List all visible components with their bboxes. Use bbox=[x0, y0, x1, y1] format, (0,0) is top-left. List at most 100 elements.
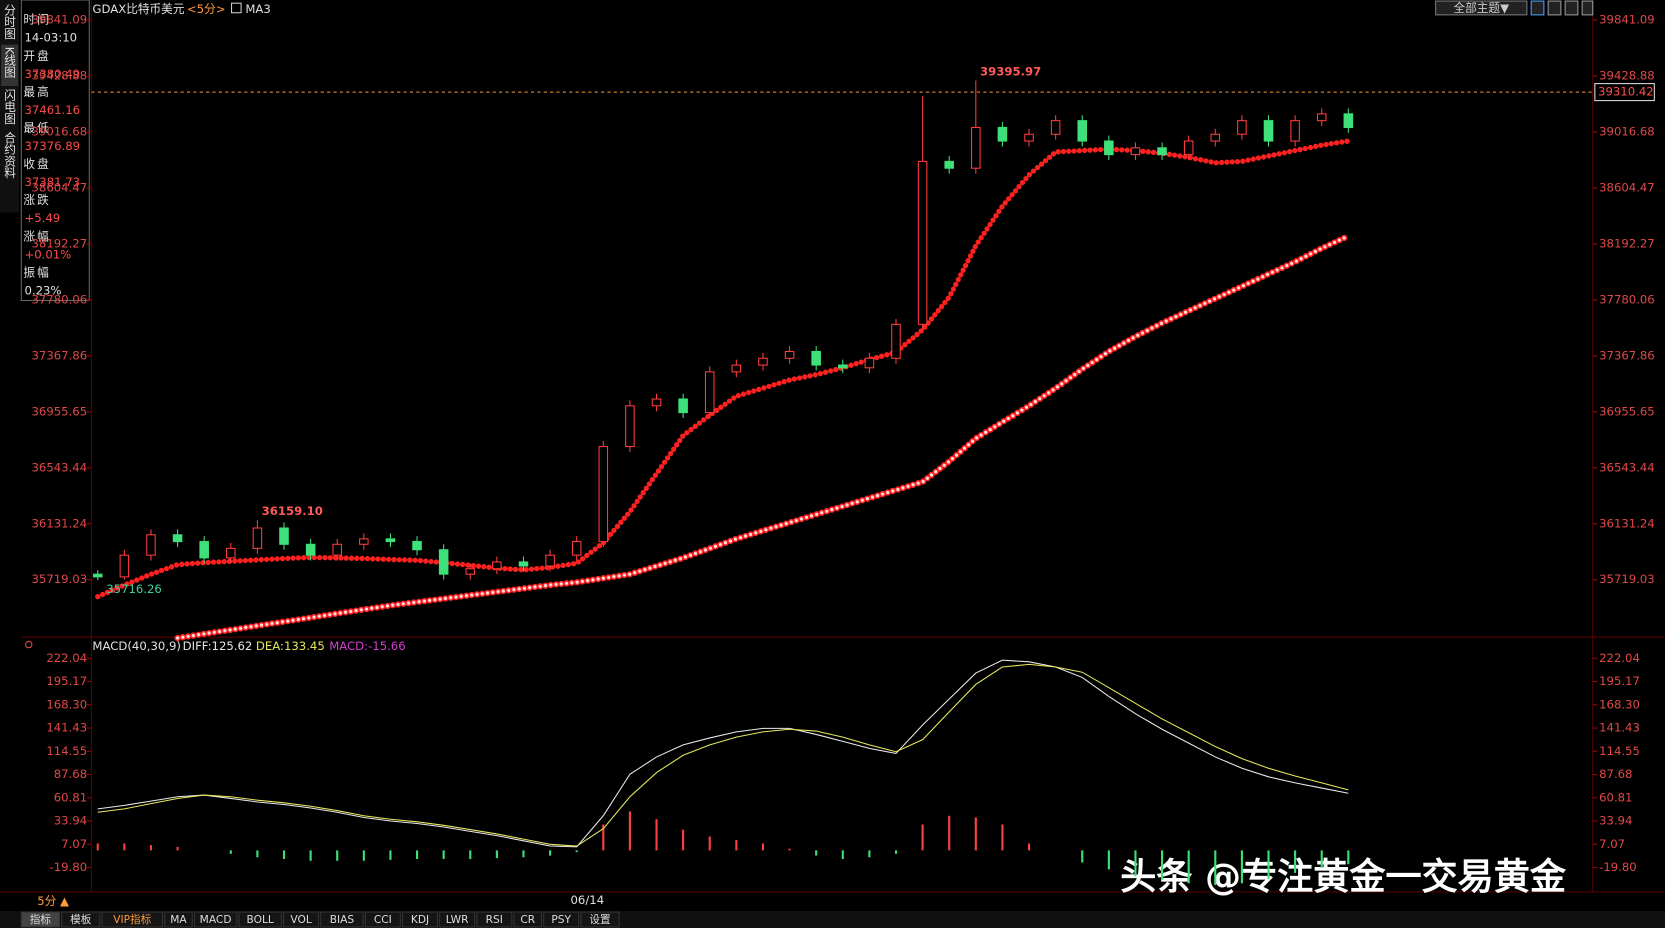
macd-bar bbox=[282, 850, 286, 860]
y-tick-label-right: 222.04 bbox=[1599, 651, 1640, 665]
macd-bar bbox=[921, 824, 924, 851]
candle-body bbox=[784, 350, 795, 359]
macd-bar bbox=[469, 850, 472, 860]
panel-icon bbox=[25, 640, 33, 649]
toolbar-tab[interactable] bbox=[476, 911, 513, 928]
macd-bar bbox=[336, 850, 339, 861]
macd-bar bbox=[1294, 850, 1297, 873]
toolbar-tab-label[interactable]: MACD bbox=[200, 913, 232, 926]
toolbar-tab-label[interactable]: RSI bbox=[486, 913, 503, 926]
layout-icon[interactable] bbox=[1564, 0, 1579, 16]
macd-legend: DEA:133.45 bbox=[256, 639, 325, 653]
macd-bar bbox=[549, 850, 552, 856]
toolbar-tab[interactable] bbox=[193, 911, 238, 928]
macd-bar bbox=[309, 850, 312, 861]
period-selector[interactable]: 5分 ▲ bbox=[37, 894, 69, 908]
candle-body bbox=[1050, 120, 1061, 135]
toolbar-tab[interactable] bbox=[20, 911, 61, 928]
toolbar-tab-label[interactable]: 模板 bbox=[70, 913, 92, 926]
toolbar-tab[interactable] bbox=[439, 911, 476, 928]
candle-body bbox=[598, 446, 609, 543]
x-tick-label: 06/14 bbox=[571, 893, 605, 907]
toolbar-tab-label[interactable]: PSY bbox=[551, 913, 571, 926]
toolbar-tab[interactable] bbox=[164, 911, 193, 928]
info-value: 37381.73 bbox=[24, 175, 80, 189]
toolbar-tab[interactable] bbox=[238, 911, 282, 928]
toolbar-tab-label[interactable]: CR bbox=[520, 913, 535, 926]
toolbar-tab[interactable] bbox=[320, 911, 364, 928]
candle-body bbox=[731, 364, 742, 373]
candle-body bbox=[545, 554, 555, 567]
side-tab[interactable]: 闪电图 bbox=[3, 88, 17, 124]
toolbar-tab-label[interactable]: BIAS bbox=[330, 913, 355, 926]
candle-body bbox=[465, 568, 476, 575]
toolbar-tab-label[interactable]: MA bbox=[170, 913, 187, 926]
toolbar-tab-label[interactable]: KDJ bbox=[411, 913, 429, 926]
candle-body bbox=[172, 534, 183, 543]
toolbar-tab[interactable] bbox=[61, 911, 101, 928]
info-label: 涨幅 bbox=[23, 229, 51, 243]
toolbar-tab-label[interactable]: 设置 bbox=[589, 913, 611, 926]
y-tick-label-left: 114.55 bbox=[46, 744, 87, 758]
toolbar-tab[interactable] bbox=[101, 911, 164, 928]
toolbar-tab[interactable] bbox=[401, 911, 439, 928]
info-value: 0.23% bbox=[24, 283, 61, 297]
toolbar-tab[interactable] bbox=[580, 911, 620, 928]
candle-body bbox=[1263, 120, 1274, 142]
toolbar-tab-label[interactable]: VIP指标 bbox=[113, 913, 151, 926]
candle-body bbox=[838, 364, 848, 369]
toolbar-tab-label[interactable]: 指标 bbox=[30, 913, 52, 926]
layout-icon[interactable] bbox=[1530, 0, 1545, 16]
candle-body bbox=[146, 534, 156, 556]
toolbar-tab-label[interactable]: CCI bbox=[374, 913, 392, 926]
theme-button-label[interactable]: 全部主题▼ bbox=[1453, 1, 1509, 15]
y-tick-label-right: -19.80 bbox=[1599, 860, 1637, 874]
toolbar-tab-label[interactable]: VOL bbox=[290, 913, 311, 926]
macd-bar bbox=[149, 845, 153, 851]
y-tick-label-left: 141.43 bbox=[46, 721, 87, 735]
candle-body bbox=[412, 541, 422, 551]
high-label: 39395.97 bbox=[980, 64, 1041, 78]
macd-legend: MACD:-15.66 bbox=[329, 639, 405, 653]
macd-bar bbox=[389, 850, 392, 860]
moving-average bbox=[175, 234, 1350, 640]
y-tick-label-right: 35719.03 bbox=[1599, 572, 1655, 586]
y-tick-label-left: 60.81 bbox=[54, 790, 87, 804]
y-tick-label-left: 37367.86 bbox=[32, 348, 88, 362]
info-value: 14-03:10 bbox=[24, 31, 77, 45]
layout-icon[interactable] bbox=[1547, 0, 1562, 16]
candle-body bbox=[811, 350, 821, 366]
last-price-label: 39310.42 bbox=[1598, 85, 1654, 99]
y-tick-label-left: 39016.68 bbox=[32, 124, 88, 138]
macd-bar bbox=[761, 843, 765, 851]
macd-bar bbox=[841, 850, 844, 860]
macd-bar bbox=[176, 846, 179, 851]
info-value: +0.01% bbox=[24, 247, 71, 261]
macd-bar bbox=[1001, 824, 1004, 851]
toolbar-tab-label[interactable]: BOLL bbox=[247, 913, 274, 926]
toolbar-tab[interactable] bbox=[283, 911, 320, 928]
toolbar-tab[interactable] bbox=[364, 911, 401, 928]
theme-button[interactable] bbox=[1435, 0, 1528, 16]
y-tick-label-right: 37780.06 bbox=[1599, 292, 1655, 306]
macd-bar bbox=[256, 850, 259, 858]
side-tab[interactable]: K线图 bbox=[3, 47, 17, 79]
indicator-icon bbox=[230, 2, 242, 14]
macd-bar bbox=[1134, 850, 1137, 877]
candle-body bbox=[571, 541, 582, 556]
macd-bar bbox=[894, 850, 898, 854]
side-tab[interactable]: 分时图 bbox=[3, 4, 17, 40]
macd-bar bbox=[229, 850, 232, 854]
side-tab[interactable]: 合约资料 bbox=[3, 131, 17, 179]
info-label: 最高 bbox=[23, 85, 51, 99]
candle-body bbox=[1316, 113, 1327, 122]
y-tick-label-right: 114.55 bbox=[1599, 744, 1640, 758]
candle-body bbox=[1157, 147, 1167, 156]
toolbar-tab[interactable] bbox=[513, 911, 543, 928]
toolbar-tab-label[interactable]: LWR bbox=[446, 913, 469, 926]
candle-body bbox=[492, 561, 502, 570]
toolbar-tab[interactable] bbox=[543, 911, 580, 928]
layout-icon[interactable] bbox=[1581, 0, 1594, 16]
info-label: 最低 bbox=[23, 121, 51, 135]
y-tick-label-left: -19.80 bbox=[50, 860, 88, 874]
